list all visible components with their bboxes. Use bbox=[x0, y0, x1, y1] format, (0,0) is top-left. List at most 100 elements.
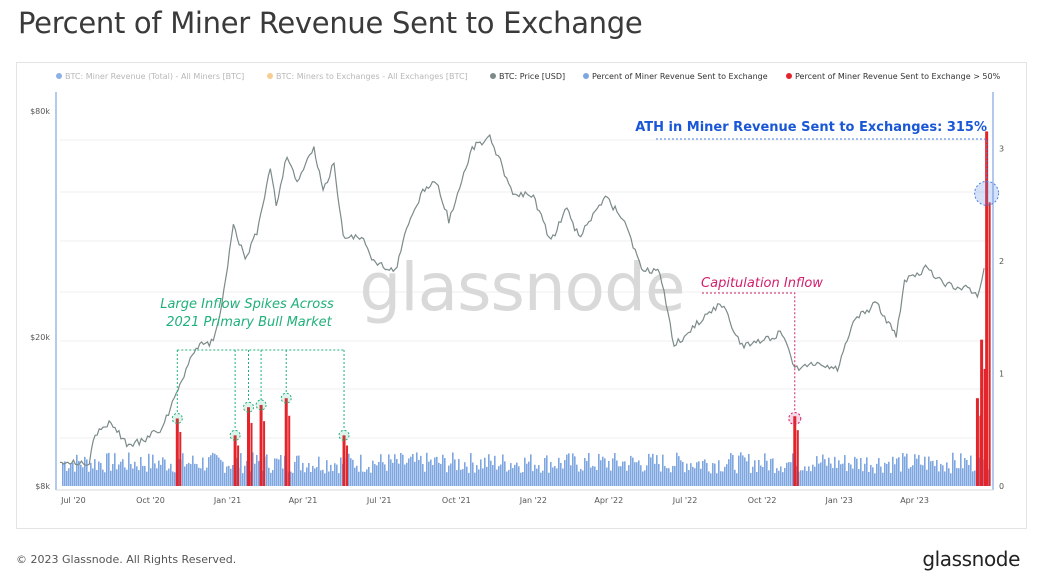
percent-bar bbox=[848, 462, 850, 486]
percent-bar bbox=[294, 461, 296, 486]
percent-bar bbox=[910, 466, 912, 486]
x-tick-label: Jul '21 bbox=[366, 496, 392, 505]
y-left-tick-label: $8k bbox=[35, 482, 50, 491]
legend-item-percent-sent[interactable]: Percent of Miner Revenue Sent to Exchang… bbox=[583, 72, 768, 81]
percent-bar bbox=[836, 467, 838, 486]
percent-bar bbox=[732, 454, 734, 486]
percent-bar bbox=[846, 471, 848, 486]
percent-bar bbox=[968, 464, 970, 486]
percent-bar bbox=[138, 470, 140, 486]
percent-bar bbox=[556, 468, 558, 486]
percent-bar bbox=[182, 453, 184, 486]
percent-bar bbox=[936, 460, 938, 486]
percent-bar bbox=[778, 470, 780, 486]
percent-bar bbox=[92, 468, 94, 486]
percent-bar bbox=[534, 464, 536, 486]
percent-bar bbox=[908, 468, 910, 486]
percent-bar bbox=[244, 465, 246, 486]
percent-bar bbox=[266, 454, 268, 486]
y-right-tick-label: 3 bbox=[999, 144, 1004, 153]
percent-bar bbox=[382, 462, 384, 486]
percent-bar bbox=[602, 456, 604, 486]
percent-bar bbox=[76, 454, 78, 486]
percent-bar bbox=[158, 460, 160, 486]
percent-bar bbox=[658, 464, 660, 486]
percent-bar bbox=[826, 465, 828, 486]
percent-bar bbox=[608, 460, 610, 486]
percent-bar bbox=[564, 460, 566, 486]
percent-bar bbox=[624, 461, 626, 486]
percent-bar bbox=[934, 466, 936, 486]
percent-bar bbox=[116, 469, 118, 486]
ath-annotation: ATH in Miner Revenue Sent to Exchanges: … bbox=[635, 120, 987, 135]
percent-bar bbox=[338, 473, 340, 486]
percent-bar bbox=[510, 463, 512, 486]
percent-bar bbox=[932, 460, 934, 486]
percent-bar bbox=[864, 463, 866, 486]
percent-bar bbox=[272, 470, 274, 486]
spike-bar bbox=[793, 416, 797, 486]
percent-bar bbox=[576, 464, 578, 486]
x-tick-label: Apr '21 bbox=[289, 496, 318, 505]
x-tick-label: Oct '20 bbox=[136, 496, 165, 505]
legend-item-btc-price[interactable]: BTC: Price [USD] bbox=[490, 72, 565, 81]
percent-bar bbox=[456, 470, 458, 486]
percent-bar bbox=[240, 453, 242, 486]
percent-bar bbox=[152, 454, 154, 486]
x-tick-label: Apr '22 bbox=[594, 496, 623, 505]
legend-dot-icon bbox=[786, 73, 792, 79]
brand-logo: glassnode bbox=[922, 547, 1020, 571]
percent-bar bbox=[64, 461, 66, 486]
percent-bar bbox=[306, 467, 308, 486]
percent-bar bbox=[550, 462, 552, 486]
percent-bar bbox=[522, 472, 524, 486]
percent-bar bbox=[454, 459, 456, 486]
percent-bar bbox=[762, 467, 764, 486]
legend-item-percent-over-50[interactable]: Percent of Miner Revenue Sent to Exchang… bbox=[786, 72, 1000, 81]
percent-bar bbox=[568, 453, 570, 486]
percent-bar bbox=[396, 459, 398, 486]
percent-bar bbox=[626, 470, 628, 486]
percent-bar bbox=[646, 465, 648, 486]
percent-bar bbox=[560, 462, 562, 486]
percent-bar bbox=[504, 461, 506, 486]
percent-bar bbox=[746, 461, 748, 486]
percent-bar bbox=[328, 471, 330, 486]
percent-bar bbox=[488, 454, 490, 486]
percent-bar bbox=[722, 471, 724, 486]
legend-item-miner-revenue[interactable]: BTC: Miner Revenue (Total) - All Miners … bbox=[56, 72, 244, 81]
percent-bar bbox=[882, 472, 884, 486]
percent-bar bbox=[748, 454, 750, 486]
legend-label: BTC: Price [USD] bbox=[499, 72, 566, 81]
percent-bar bbox=[492, 464, 494, 486]
percent-bar bbox=[304, 472, 306, 486]
percent-bar bbox=[74, 471, 76, 486]
percent-bar bbox=[436, 456, 438, 486]
percent-bar bbox=[808, 466, 810, 486]
percent-bar bbox=[814, 466, 816, 486]
percent-bar bbox=[876, 463, 878, 486]
ath-leader bbox=[656, 138, 988, 182]
percent-bar bbox=[890, 472, 892, 486]
percent-bar bbox=[126, 469, 128, 486]
percent-bar bbox=[514, 464, 516, 486]
percent-bar bbox=[824, 459, 826, 486]
percent-bar bbox=[136, 466, 138, 486]
price-line bbox=[59, 133, 985, 466]
y-left-tick-label: $80k bbox=[30, 107, 50, 116]
legend-item-miners-to-exchanges[interactable]: BTC: Miners to Exchanges - All Exchanges… bbox=[267, 72, 468, 81]
percent-bar bbox=[958, 468, 960, 486]
percent-bar bbox=[648, 453, 650, 486]
percent-bar bbox=[200, 468, 202, 486]
percent-bar bbox=[710, 473, 712, 486]
chart-frame bbox=[16, 62, 1027, 529]
percent-bar bbox=[120, 461, 122, 486]
bull-annotation-line2: 2021 Primary Bull Market bbox=[166, 315, 332, 330]
percent-bar bbox=[300, 470, 302, 486]
percent-bar bbox=[590, 467, 592, 486]
percent-bar bbox=[706, 462, 708, 486]
percent-bar bbox=[330, 464, 332, 486]
percent-bar bbox=[878, 458, 880, 486]
percent-bar bbox=[792, 453, 794, 486]
percent-bar bbox=[668, 468, 670, 486]
